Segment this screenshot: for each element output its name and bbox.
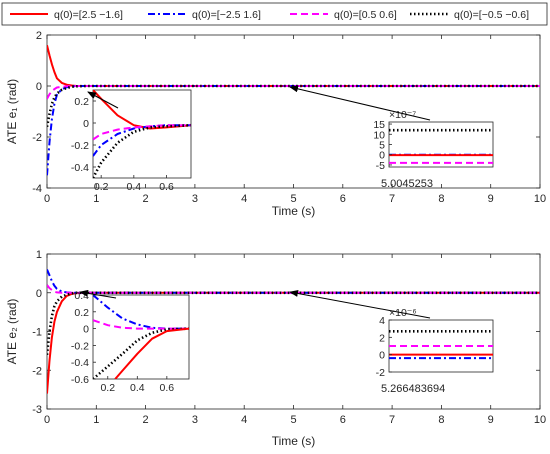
y-tick-label: 0 <box>36 288 42 300</box>
inset-y-tick-label: 10 <box>373 129 385 141</box>
series-line <box>114 327 189 379</box>
x-tick-label: 3 <box>192 414 198 426</box>
inset-y-tick-label: -0.2 <box>71 140 89 152</box>
x-tick-label: 5 <box>290 193 296 205</box>
legend-entry: q(0)=[0.5 0.6] <box>290 9 397 21</box>
series-line <box>47 85 540 100</box>
inset-x-tick-label: 0.6 <box>160 382 175 394</box>
inset-y-tick-label: 0 <box>83 118 89 130</box>
inset-x-tick-label: 0.2 <box>94 181 109 193</box>
series-line <box>93 319 189 330</box>
y-axis-label: ATE e₂ (rad) <box>5 299 19 365</box>
legend: q(0)=[2.5 −1.6] q(0)=[−2.5 1.6] q(0)=[0.5 … <box>1 2 548 26</box>
legend-label: q(0)=[2.5 −1.6] <box>54 9 123 21</box>
inset-y-tick-label: 2 <box>379 332 385 344</box>
inset-y-tick-label: -0.4 <box>71 162 89 174</box>
inset-y-tick-label: -0.6 <box>71 374 89 386</box>
x-tick-label: 4 <box>241 414 247 426</box>
inset-x-tick-label: 0.6 <box>159 181 174 193</box>
legend-box <box>1 2 548 26</box>
y-tick-label: -2 <box>32 365 42 377</box>
inset-x-tick-label: 0.4 <box>130 382 145 394</box>
y-tick-label: 2 <box>36 30 42 42</box>
x-axis-label: Time (s) <box>272 434 316 448</box>
y-tick-label: -4 <box>32 183 42 195</box>
pointer-arrow <box>289 290 431 319</box>
x-tick-label: 0 <box>44 193 50 205</box>
x-tick-label: 7 <box>389 193 395 205</box>
legend-entry: q(0)=[−0.5 −0.6] <box>410 9 529 21</box>
inset-y-tick-label: -0.4 <box>71 357 89 369</box>
legend-entry: q(0)=[2.5 −1.6] <box>10 9 123 21</box>
x-tick-label: 8 <box>438 414 444 426</box>
x-tick-label: 4 <box>241 193 247 205</box>
pointer-arrow <box>289 85 431 121</box>
chart-2: 0 1 2 3 4 5 6 7 8 9 10 -3 -2 -1 0 1 Time (s) ATE e₂ (rad)… <box>5 249 546 448</box>
inset-y-tick-label: 0.2 <box>74 307 89 319</box>
y-tick-label: -3 <box>32 404 42 416</box>
series-line <box>93 123 191 178</box>
inset-x-label: 5.0045253 <box>381 178 433 190</box>
pointer-arrow <box>79 289 117 299</box>
x-tick-label: 10 <box>534 414 546 426</box>
inset-y-tick-label: -0.2 <box>71 340 89 352</box>
x-tick-label: 0 <box>44 414 50 426</box>
series-line <box>47 84 540 128</box>
inset-x-label: 5.266483694 <box>381 383 445 395</box>
series-line <box>93 295 189 330</box>
inset-y-tick-label: -5 <box>376 160 385 172</box>
inset-y-tick-label: 0.2 <box>74 96 89 108</box>
x-tick-label: 6 <box>340 414 346 426</box>
y-tick-label: 0 <box>36 81 42 93</box>
inset-y-tick-label: 0 <box>379 350 385 362</box>
x-tick-label: 7 <box>389 414 395 426</box>
inset-plot-area <box>388 121 494 168</box>
x-tick-label: 1 <box>93 414 99 426</box>
inset-y-tick-label: 5 <box>379 140 385 152</box>
x-tick-label: 2 <box>143 414 149 426</box>
inset-x-tick-label: 0.2 <box>100 382 115 394</box>
y-tick-label: -2 <box>32 132 42 144</box>
x-tick-label: 3 <box>192 193 198 205</box>
legend-entry: q(0)=[−2.5 1.6] <box>148 9 261 21</box>
inset-y-tick-label: 4 <box>379 315 385 327</box>
x-tick-label: 8 <box>438 193 444 205</box>
x-tick-label: 9 <box>488 414 494 426</box>
x-tick-label: 10 <box>534 193 546 205</box>
inset-y-tick-label: 15 <box>373 119 385 131</box>
inset-y-tick-label: 0 <box>379 150 385 162</box>
chart-1: 0 1 2 3 4 5 6 7 8 9 10 -4 -2 0 2 Time (s) ATE e₁ (rad) 0.… <box>5 30 546 218</box>
x-axis-label: Time (s) <box>272 204 316 218</box>
pointer-arrow <box>87 91 119 109</box>
y-tick-label: -1 <box>32 327 42 339</box>
legend-label: q(0)=[−0.5 −0.6] <box>454 9 529 21</box>
legend-label: q(0)=[−2.5 1.6] <box>192 9 261 21</box>
x-tick-label: 2 <box>143 193 149 205</box>
x-tick-label: 6 <box>340 193 346 205</box>
inset-steady: 420-2×10⁻⁶5.266483694 <box>376 307 494 395</box>
series-line <box>93 124 191 157</box>
inset-y-tick-label: -2 <box>376 367 385 379</box>
y-tick-label: 1 <box>36 249 42 261</box>
inset-zoom: 0.2 0.4 0.60.40.20-0.2-0.4-0.6 <box>71 290 190 394</box>
inset-x-tick-label: 0.4 <box>127 181 142 193</box>
y-axis-label: ATE e₁ (rad) <box>5 79 19 144</box>
x-tick-label: 9 <box>488 193 494 205</box>
x-tick-label: 1 <box>93 193 99 205</box>
inset-plot-area <box>92 89 192 179</box>
inset-y-tick-label: 0 <box>83 324 89 336</box>
inset-zoom: 0.2 0.4 0.6 0.2 0 -0.2 -0.4 <box>71 89 192 193</box>
legend-label: q(0)=[0.5 0.6] <box>334 9 397 21</box>
x-tick-label: 5 <box>290 414 296 426</box>
